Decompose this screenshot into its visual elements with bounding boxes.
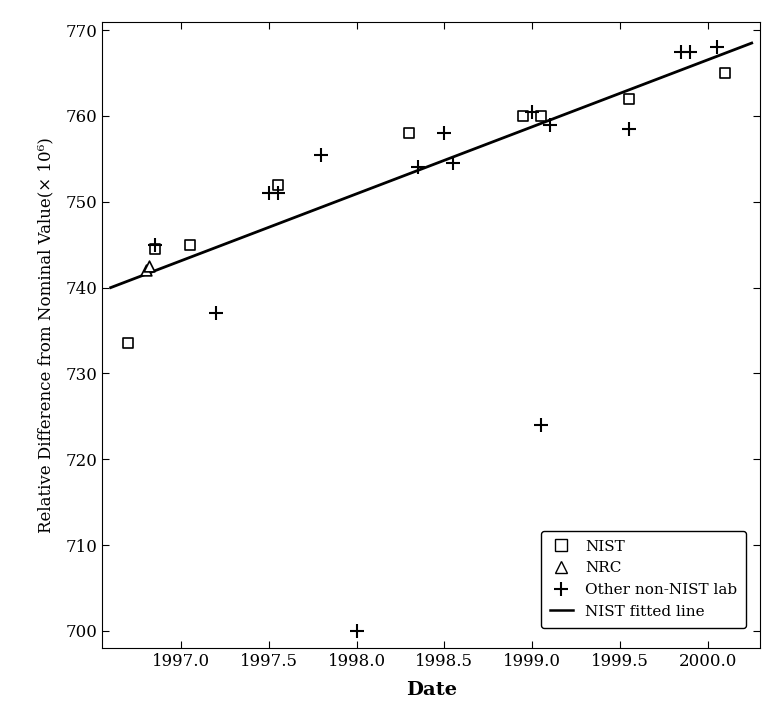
Legend: NIST, NRC, Other non-NIST lab, NIST fitted line: NIST, NRC, Other non-NIST lab, NIST fitt… — [541, 531, 746, 628]
Point — [271, 187, 284, 199]
Point — [684, 46, 696, 58]
Point — [148, 243, 161, 255]
Point — [447, 158, 459, 169]
Point — [143, 261, 155, 272]
Point — [315, 149, 328, 161]
Point — [438, 127, 451, 139]
Point — [622, 123, 635, 135]
Point — [517, 110, 530, 122]
Point — [350, 625, 363, 636]
Point — [140, 265, 152, 276]
Point — [675, 46, 688, 58]
Point — [535, 110, 547, 122]
Point — [543, 119, 556, 130]
Point — [622, 93, 635, 104]
Point — [535, 419, 547, 431]
Point — [122, 338, 135, 349]
Point — [210, 307, 223, 319]
Point — [412, 162, 424, 174]
X-axis label: Date: Date — [405, 681, 457, 699]
Point — [263, 187, 275, 199]
Point — [403, 127, 416, 139]
Point — [710, 42, 723, 53]
Point — [271, 179, 284, 190]
Point — [526, 106, 539, 117]
Point — [183, 239, 196, 251]
Point — [148, 239, 161, 251]
Y-axis label: Relative Difference from Nominal Value(× 10⁶): Relative Difference from Nominal Value(×… — [37, 137, 54, 533]
Point — [719, 68, 731, 79]
